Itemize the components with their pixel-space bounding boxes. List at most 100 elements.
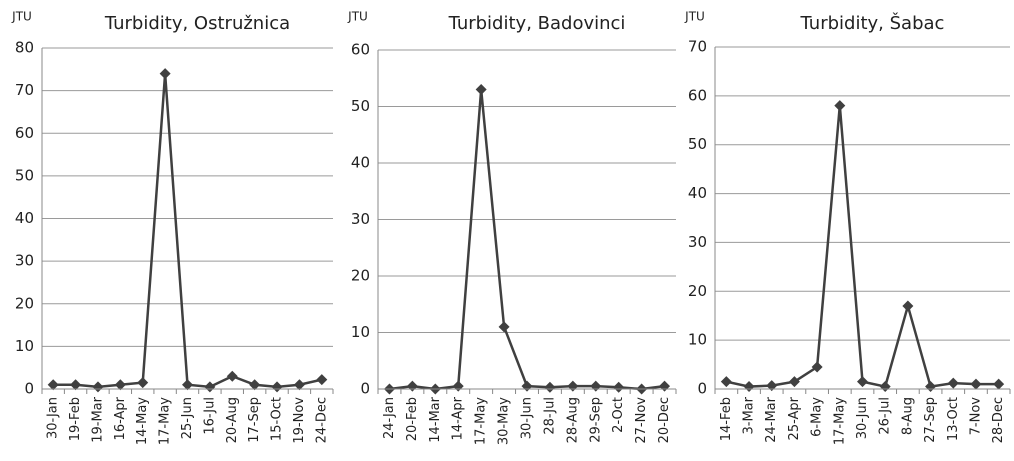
data-line (726, 105, 999, 389)
x-tick-label: 15-Oct (270, 397, 285, 441)
data-point (204, 381, 216, 393)
x-tick-label: 17-May (158, 397, 173, 445)
chart-title: Turbidity, Ostružnica (104, 13, 290, 34)
y-tick-label: 60 (15, 124, 34, 142)
x-tick-label: 19-Nov (292, 397, 307, 444)
data-point (902, 300, 914, 312)
x-tick-label: 16-Apr (113, 396, 128, 440)
data-point (788, 376, 800, 388)
y-tick-label: 0 (24, 380, 34, 398)
x-tick-label: 2-Oct (611, 397, 626, 433)
data-point (567, 380, 579, 392)
x-tick-label: 17-May (832, 397, 847, 445)
data-point (226, 370, 238, 382)
data-line (53, 73, 323, 389)
data-point (857, 376, 868, 388)
y-tick-label: 0 (360, 380, 370, 398)
data-point (475, 84, 487, 96)
data-point (406, 380, 418, 392)
x-tick-label: 20-Aug (225, 397, 240, 443)
data-point (544, 381, 556, 393)
x-tick-label: 30-May (497, 397, 512, 445)
data-point (590, 380, 602, 392)
x-tick-label: 20-Feb (405, 397, 420, 441)
y-tick-label: 70 (688, 38, 707, 56)
y-axis-label: JTU (684, 10, 705, 24)
x-tick-label: 24-Jan (382, 397, 397, 439)
data-point (159, 68, 171, 80)
y-tick-label: 10 (15, 337, 34, 355)
data-point (720, 376, 732, 388)
x-tick-label: 30-Jun (855, 397, 870, 439)
data-point (249, 379, 261, 391)
data-point (271, 381, 283, 393)
x-tick-label: 19-Mar (90, 396, 105, 442)
x-tick-label: 30-Jun (520, 397, 535, 439)
data-point (498, 321, 510, 333)
data-point (879, 381, 891, 393)
x-tick-label: 27-Sep (923, 397, 938, 443)
x-tick-label: 28-Dec (991, 397, 1006, 443)
data-point (925, 381, 937, 393)
data-point (970, 378, 982, 390)
data-point (316, 374, 328, 386)
x-tick-label: 26-Jul (878, 397, 893, 435)
x-tick-label: 25-Apr (787, 396, 802, 440)
y-tick-label: 30 (351, 210, 370, 228)
y-tick-label: 10 (688, 331, 707, 349)
x-tick-label: 14-May (135, 397, 150, 445)
data-point (70, 379, 82, 391)
x-tick-label: 6-May (810, 397, 825, 437)
data-point (766, 380, 778, 392)
data-point (947, 377, 959, 389)
y-tick-label: 60 (351, 41, 370, 59)
data-point (811, 361, 823, 373)
x-tick-label: 24-Mar (764, 396, 779, 442)
y-tick-label: 60 (688, 86, 707, 104)
y-tick-label: 80 (15, 39, 34, 57)
x-tick-label: 13-Oct (946, 397, 961, 441)
x-tick-label: 8-Aug (900, 397, 915, 435)
y-tick-label: 20 (688, 282, 707, 300)
x-tick-label: 24-Dec (314, 397, 329, 443)
data-point (114, 379, 126, 391)
x-tick-label: 3-Mar (742, 396, 757, 434)
y-axis-label: JTU (347, 10, 368, 24)
y-tick-label: 40 (15, 209, 34, 227)
x-tick-label: 14-Mar (428, 396, 443, 442)
y-tick-label: 50 (15, 166, 34, 184)
y-tick-label: 10 (351, 323, 370, 341)
y-tick-label: 0 (697, 380, 707, 398)
x-tick-label: 20-Dec (657, 397, 672, 443)
x-tick-label: 28-Aug (565, 397, 580, 443)
x-tick-label: 27-Nov (634, 397, 649, 444)
x-tick-label: 29-Sep (588, 397, 603, 443)
x-tick-label: 14-Feb (719, 397, 734, 441)
data-point (659, 380, 671, 392)
chart-title: Turbidity, Badovinci (448, 13, 626, 34)
y-tick-label: 50 (351, 97, 370, 115)
y-tick-label: 70 (15, 81, 34, 99)
x-tick-label: 17-May (474, 397, 489, 445)
data-point (137, 377, 149, 389)
data-point (92, 381, 104, 393)
data-point (834, 100, 846, 112)
y-tick-label: 20 (15, 294, 34, 312)
data-line (389, 89, 665, 391)
y-tick-label: 40 (688, 184, 707, 202)
x-tick-label: 14-Apr (451, 396, 466, 440)
data-point (182, 379, 193, 391)
y-tick-label: 40 (351, 154, 370, 172)
data-point (743, 381, 755, 393)
data-point (613, 381, 625, 393)
y-axis-label: JTU (11, 10, 32, 24)
x-tick-label: 19-Feb (68, 397, 83, 441)
x-tick-label: 30-Jan (46, 397, 61, 439)
y-tick-label: 30 (15, 252, 34, 270)
x-tick-label: 16-Jul (202, 397, 217, 435)
x-tick-label: 17-Sep (247, 397, 262, 443)
data-point (521, 380, 533, 392)
chart-title: Turbidity, Šabac (800, 12, 945, 34)
x-tick-label: 7-Nov (968, 397, 983, 436)
